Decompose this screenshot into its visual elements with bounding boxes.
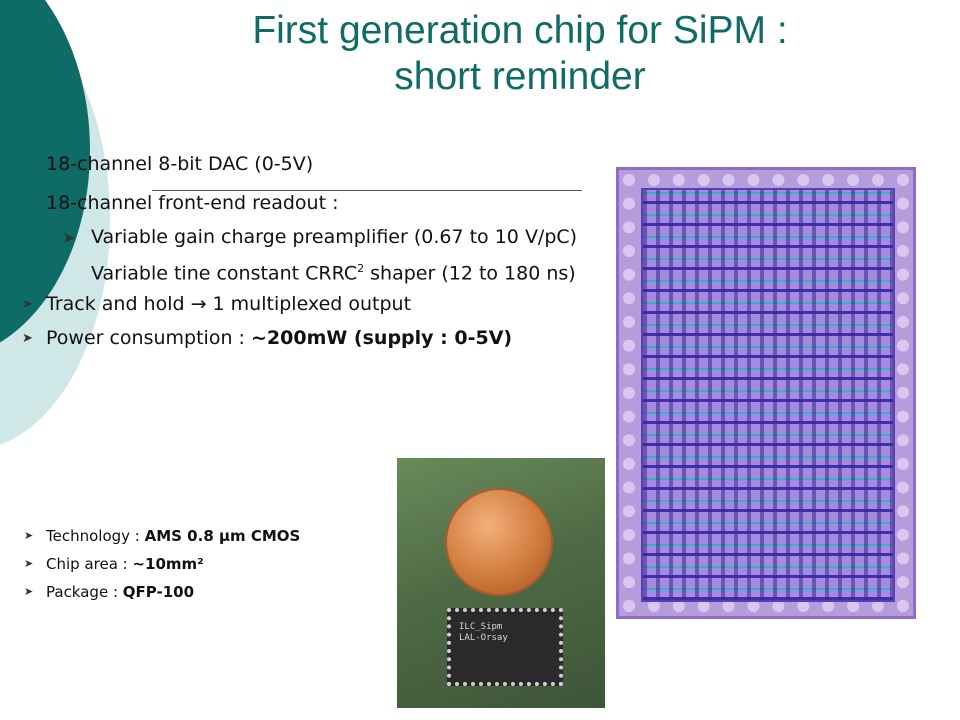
arrowhead-bullet-icon: ➤ [24,529,34,542]
coin-image [445,488,553,596]
arrowhead-bullet-icon: ➤ [22,331,33,347]
bullet-item: ➤ Power consumption : ~200mW (supply : 0… [22,327,513,350]
sub-bullet-item: ➤ Variable gain charge preamplifier (0.6… [62,226,578,248]
title-line-1: First generation chip for SiPM : [252,9,788,52]
arrowhead-bullet-icon: ➤ [24,557,34,570]
bullet-item: ➤ Track and hold → 1 multiplexed output [22,293,412,316]
coin-and-chip-photo: ILC_Sipm LAL-Orsay [397,458,605,708]
slide-title: First generation chip for SiPM : short r… [140,8,900,100]
sub-bullet-item: Variable tine constant CRRC2 shaper (12 … [91,262,576,285]
layout-core [641,188,895,602]
chip-layout-image [616,167,916,619]
bullet-item: 18-channel front-end readout : [46,192,339,214]
bullet-item: 18-channel 8-bit DAC (0-5V) [46,153,314,175]
bond-pads [623,174,909,612]
main-bullet-list: 18-channel 8-bit DAC (0-5V) 18-channel f… [18,152,618,360]
arrowhead-bullet-icon: ➤ [24,585,34,598]
spec-item: ➤ Technology : AMS 0.8 μm CMOS [24,527,301,545]
spec-item: ➤ Chip area : ~10mm² [24,555,204,573]
title-line-2: short reminder [394,55,646,98]
divider-line [152,190,582,191]
arrowhead-bullet-icon: ➤ [62,228,76,247]
packaged-chip-image: ILC_Sipm LAL-Orsay [447,608,563,686]
spec-list: ➤ Technology : AMS 0.8 μm CMOS ➤ Chip ar… [18,526,398,610]
spec-item: ➤ Package : QFP-100 [24,583,195,601]
arrowhead-bullet-icon: ➤ [22,297,33,313]
